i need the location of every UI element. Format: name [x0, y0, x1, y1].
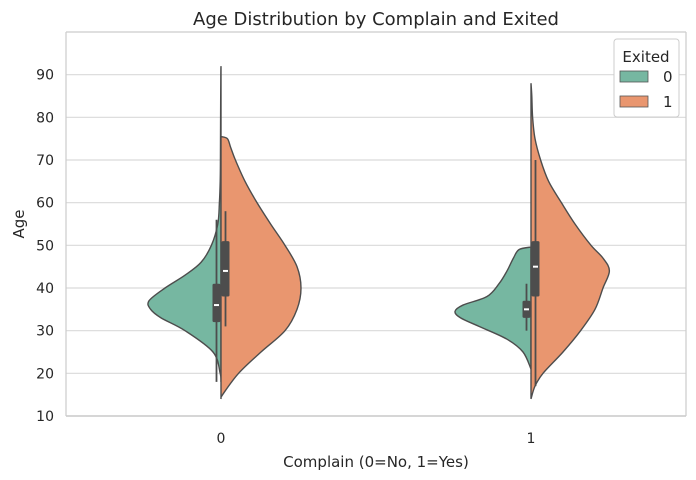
- y-tick-label: 40: [36, 281, 54, 297]
- box-exited-1-complain-1: [531, 241, 540, 297]
- y-tick-label: 10: [36, 409, 54, 425]
- y-tick-label: 20: [36, 366, 54, 382]
- y-tick-label: 30: [36, 324, 54, 340]
- legend-swatch-1: [619, 95, 649, 108]
- violin-half-exited-1-complain-1: [530, 83, 611, 400]
- violin-half-exited-0-complain-1: [454, 246, 532, 370]
- box-exited-0-complain-0: [212, 283, 221, 323]
- y-tick-label: 50: [36, 238, 54, 254]
- box-exited-1-complain-0: [221, 241, 230, 297]
- y-tick-label: 80: [36, 110, 54, 126]
- chart-title: Age Distribution by Complain and Exited: [193, 9, 559, 30]
- violin-half-exited-1-complain-0: [220, 135, 302, 400]
- plot-area: [66, 32, 686, 416]
- y-axis-label: Age: [10, 209, 28, 238]
- x-tick-label: 1: [527, 431, 536, 447]
- x-tick-label: 0: [217, 431, 226, 447]
- x-axis-label: Complain (0=No, 1=Yes): [283, 453, 469, 471]
- legend-label-0: 0: [663, 68, 673, 86]
- y-tick-label: 60: [36, 196, 54, 212]
- violins: [147, 66, 611, 400]
- legend-label-1: 1: [663, 93, 673, 111]
- legend: Exited 0 1: [613, 38, 680, 118]
- y-tick-label: 90: [36, 68, 54, 84]
- y-tick-labels: 10 20 30 40 50 60 70 80 90: [36, 68, 54, 425]
- legend-title: Exited: [622, 48, 669, 66]
- y-tick-label: 70: [36, 153, 54, 169]
- inner-boxes: [212, 160, 540, 387]
- legend-swatch-0: [619, 70, 649, 83]
